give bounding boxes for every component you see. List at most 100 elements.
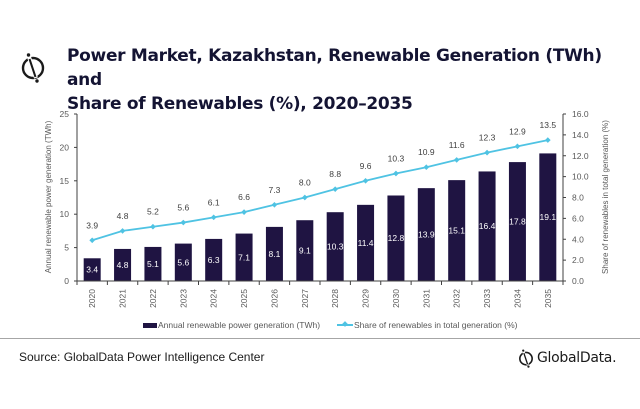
share-label-2024: 6.1 bbox=[208, 197, 220, 207]
bar-label-2034: 17.8 bbox=[509, 217, 526, 227]
bar-2020 bbox=[83, 258, 101, 281]
bar-label-2020: 3.4 bbox=[86, 265, 98, 275]
bar-2027 bbox=[296, 220, 314, 281]
x-tick-label-2029: 2029 bbox=[361, 289, 371, 308]
x-tick-label-2027: 2027 bbox=[300, 289, 310, 308]
share-label-2026: 7.3 bbox=[269, 185, 281, 195]
x-tick-label-2024: 2024 bbox=[209, 289, 219, 308]
bar-2032 bbox=[448, 180, 466, 281]
y-left-tick-label: 10 bbox=[60, 209, 70, 219]
bar-2028 bbox=[326, 212, 344, 281]
title-line-2: Share of Renewables (%), 2020–2035 bbox=[67, 94, 413, 114]
x-tick-label-2033: 2033 bbox=[482, 289, 492, 308]
bar-2024 bbox=[205, 238, 223, 281]
bar-label-2030: 12.8 bbox=[388, 233, 405, 243]
y-left-tick-label: 15 bbox=[60, 176, 70, 186]
share-label-2030: 10.3 bbox=[388, 153, 405, 163]
share-point-2022 bbox=[150, 223, 156, 230]
y-right-tick-label: 4.0 bbox=[572, 234, 584, 244]
legend-item-share: Share of renewables in total generation … bbox=[337, 318, 517, 332]
share-point-2025 bbox=[241, 209, 247, 215]
legend-label-generation: Annual renewable power generation (TWh) bbox=[158, 320, 321, 330]
share-point-2026 bbox=[271, 201, 278, 208]
x-tick-label-2028: 2028 bbox=[330, 289, 340, 308]
x-tick-label-2031: 2031 bbox=[421, 289, 431, 308]
x-tick-label-2026: 2026 bbox=[269, 289, 279, 308]
share-label-2031: 10.9 bbox=[418, 147, 435, 157]
x-tick-label-2032: 2032 bbox=[452, 289, 462, 308]
share-label-2020: 3.9 bbox=[86, 220, 98, 230]
x-tick-label-2021: 2021 bbox=[118, 289, 128, 308]
x-tick-label-2025: 2025 bbox=[239, 289, 249, 308]
brand-name: GlobalData. bbox=[537, 350, 617, 366]
bar-label-2035: 19.1 bbox=[540, 212, 557, 222]
bar-2026 bbox=[265, 226, 283, 281]
title-line-1: Power Market, Kazakhstan, Renewable Gene… bbox=[67, 46, 602, 90]
legend-item-generation: Annual renewable power generation (TWh) bbox=[143, 318, 320, 332]
y-axis-right-label: Share of renewables in total generation … bbox=[601, 120, 610, 274]
y-left-tick-label: 20 bbox=[60, 142, 70, 152]
share-point-2021 bbox=[119, 228, 126, 234]
legend-line-swatch bbox=[337, 324, 353, 326]
y-left-tick-label: 25 bbox=[60, 109, 70, 119]
share-label-2022: 5.2 bbox=[147, 207, 159, 217]
y-right-tick-label: 8.0 bbox=[572, 193, 584, 203]
chart: 3.4 4.8 5.1 5.6 6.3 7.1 8.1 9.1 10.3 11.4 12.8 13.9… bbox=[44, 109, 610, 308]
share-point-2027 bbox=[301, 194, 308, 201]
y-right-tick-label: 16.0 bbox=[572, 109, 589, 119]
bar-2030 bbox=[387, 195, 405, 281]
bar-2035 bbox=[539, 153, 557, 281]
share-point-2031 bbox=[423, 164, 430, 171]
globaldata-brand-icon bbox=[519, 349, 533, 368]
share-line bbox=[91, 139, 548, 242]
bar-label-2025: 7.1 bbox=[238, 252, 250, 262]
bar-label-2024: 6.3 bbox=[208, 255, 220, 265]
share-point-2030 bbox=[393, 170, 399, 177]
y-right-tick-label: 0.0 bbox=[572, 276, 584, 286]
bar-2023 bbox=[174, 243, 192, 281]
x-tick-label-2022: 2022 bbox=[148, 289, 158, 308]
bar-label-2029: 11.4 bbox=[358, 238, 374, 248]
share-point-2034 bbox=[514, 143, 521, 150]
bar-label-2028: 10.3 bbox=[327, 242, 344, 252]
share-point-2029 bbox=[362, 177, 369, 184]
bar-label-2021: 4.8 bbox=[117, 260, 129, 270]
y-right-tick-label: 12.0 bbox=[572, 151, 589, 161]
share-label-2033: 12.3 bbox=[479, 133, 496, 143]
share-point-2024 bbox=[210, 214, 217, 221]
footer-divider bbox=[0, 338, 640, 339]
share-point-2035 bbox=[544, 137, 551, 143]
y-left-tick-label: 0 bbox=[64, 276, 69, 286]
bar-2025 bbox=[235, 233, 253, 281]
y-right-tick-label: 10.0 bbox=[572, 172, 589, 182]
y-left-tick-label: 5 bbox=[64, 243, 69, 253]
share-label-2035: 13.5 bbox=[540, 120, 557, 130]
legend: Annual renewable power generation (TWh) … bbox=[0, 318, 640, 332]
bar-label-2026: 8.1 bbox=[269, 249, 281, 259]
share-point-2033 bbox=[484, 149, 490, 156]
legend-bar-swatch bbox=[143, 322, 157, 328]
y-axis-left-label: Annual renewable power generation (TWh) bbox=[44, 120, 53, 273]
bar-label-2022: 5.1 bbox=[147, 259, 159, 269]
share-label-2032: 11.6 bbox=[449, 140, 465, 150]
legend-label-share: Share of renewables in total generation … bbox=[354, 320, 518, 330]
source-note: Source: GlobalData Power Intelligence Ce… bbox=[19, 350, 265, 364]
chart-title: Power Market, Kazakhstan, Renewable Gene… bbox=[67, 44, 627, 116]
x-tick-label-2035: 2035 bbox=[543, 289, 553, 308]
share-point-2032 bbox=[453, 157, 460, 163]
bar-2029 bbox=[357, 204, 375, 281]
bar-label-2031: 13.9 bbox=[418, 230, 435, 240]
share-label-2029: 9.6 bbox=[360, 161, 372, 171]
bar-2021 bbox=[114, 248, 132, 281]
share-point-2020 bbox=[89, 237, 96, 244]
x-tick-label-2023: 2023 bbox=[178, 289, 188, 308]
share-label-2023: 5.6 bbox=[177, 203, 189, 213]
share-label-2027: 8.0 bbox=[299, 178, 311, 188]
bar-label-2032: 15.1 bbox=[448, 226, 465, 236]
share-label-2025: 6.6 bbox=[238, 192, 250, 202]
x-tick-label-2020: 2020 bbox=[87, 289, 97, 308]
bar-label-2033: 16.4 bbox=[479, 221, 496, 231]
y-right-tick-label: 2.0 bbox=[572, 255, 584, 265]
share-label-2028: 8.8 bbox=[329, 169, 341, 179]
bar-2034 bbox=[508, 162, 526, 281]
